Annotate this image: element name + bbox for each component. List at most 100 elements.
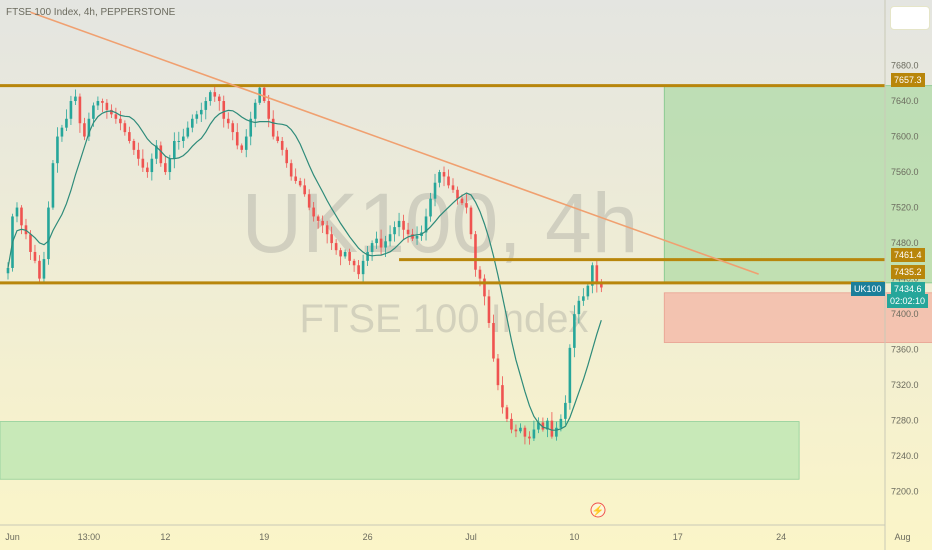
candle-body [262, 87, 266, 102]
y-tick-label: 7280.0 [891, 416, 919, 426]
candle-body [469, 207, 473, 235]
x-tick-label: 26 [363, 532, 373, 542]
candle-body [325, 225, 329, 235]
candle-body [195, 114, 199, 119]
candle-body [366, 251, 369, 261]
candle-body [38, 260, 41, 279]
y-tick-label: 7240.0 [891, 451, 919, 461]
x-tick-label: 10 [569, 532, 579, 542]
candle-body [447, 176, 450, 186]
candle-body [78, 96, 82, 124]
y-tick-label: 7600.0 [891, 132, 919, 142]
x-tick-label: 19 [259, 532, 269, 542]
x-tick-label: Aug [894, 532, 910, 542]
candle-body [334, 243, 338, 251]
candle-body [415, 235, 419, 239]
candle-body [550, 420, 554, 437]
candle-body [307, 194, 311, 208]
candle-body [285, 149, 288, 164]
candle-body [384, 241, 387, 248]
moving-average-line [7, 109, 602, 431]
watermark-name: FTSE 100 Index [299, 297, 588, 341]
candle-body [478, 269, 482, 279]
x-tick-label: 12 [160, 532, 170, 542]
candle-body [537, 422, 540, 430]
candle-body [505, 407, 509, 419]
top-right-button[interactable] [890, 6, 930, 30]
candle-body [564, 402, 567, 419]
candle-body [217, 96, 221, 102]
candle-body [141, 158, 145, 168]
countdown-label: 02:02:10 [887, 294, 929, 308]
candle-body [528, 436, 531, 439]
candle-body [555, 427, 558, 437]
candle-body [29, 234, 32, 252]
candle-body [429, 198, 432, 217]
candle-body [298, 180, 302, 186]
candle-body [60, 127, 64, 137]
candle-body [65, 118, 68, 128]
y-tick-label: 7200.0 [891, 487, 919, 497]
candle-body [586, 285, 590, 297]
candle-body [393, 227, 396, 235]
candle-body [316, 216, 320, 221]
candle-body [177, 140, 181, 142]
event-marker[interactable] [590, 502, 606, 518]
x-tick-label: 24 [776, 532, 786, 542]
candle-body [114, 114, 118, 119]
levels-layer [0, 11, 885, 285]
current-price-label: 7434.6 [891, 282, 925, 296]
candle-body [204, 101, 208, 110]
candle-body [137, 149, 140, 159]
candle-body [226, 118, 230, 124]
candle-body [110, 109, 113, 115]
candle-body [456, 189, 459, 199]
candle-body [173, 140, 176, 159]
y-tick-label: 7520.0 [891, 203, 919, 213]
candle-body [532, 429, 536, 439]
y-tick-label: 7320.0 [891, 380, 919, 390]
candle-body [361, 260, 365, 275]
y-tick-label: 7680.0 [891, 61, 919, 71]
candle-body [379, 238, 383, 248]
candle-body [146, 167, 149, 173]
candle-body [294, 176, 297, 181]
candle-body [105, 102, 109, 110]
misc-layer: ⚡ [590, 502, 606, 518]
candle-body [96, 101, 100, 106]
candle-body [406, 229, 410, 235]
x-tick-label: 17 [673, 532, 683, 542]
candle-body [69, 101, 73, 119]
current-symbol-badge: UK100 [851, 282, 885, 296]
candle-body [541, 422, 545, 430]
x-tick-label: 13:00 [78, 532, 101, 542]
candle-body [402, 220, 405, 230]
target-zone [663, 85, 932, 284]
candle-body [20, 207, 23, 226]
candle-body [92, 105, 95, 119]
y-tick-label: 7480.0 [891, 238, 919, 248]
y-tick-label: 7360.0 [891, 345, 919, 355]
candle-body [231, 123, 235, 133]
candle-body [546, 420, 549, 430]
candle-body [128, 132, 131, 141]
candle-body [595, 265, 599, 284]
candle-body [56, 136, 59, 164]
y-tick-label: 7640.0 [891, 96, 919, 106]
candle-body [101, 101, 104, 103]
candle-body [460, 198, 464, 204]
candle-body [51, 163, 55, 208]
candle-body [182, 136, 185, 141]
candle-body [433, 182, 437, 199]
candle-body [6, 267, 10, 274]
candle-body [74, 96, 77, 102]
candle-body [186, 127, 190, 137]
candle-body [235, 132, 239, 146]
candle-body [451, 185, 455, 190]
candle-body [289, 163, 293, 177]
candle-body [280, 140, 284, 150]
candle-body [519, 427, 522, 432]
candle-body [240, 145, 244, 150]
